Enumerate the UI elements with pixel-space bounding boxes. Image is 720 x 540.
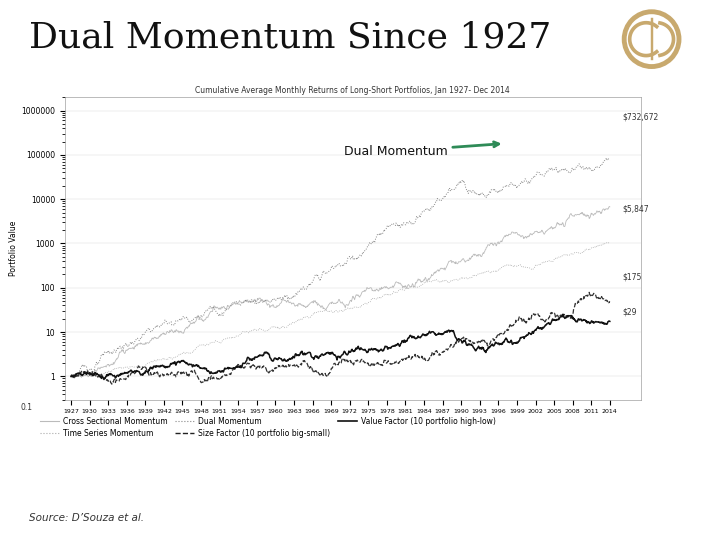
Text: Dual Momentum Since 1927: Dual Momentum Since 1927	[29, 21, 551, 55]
Text: Dual Momentum: Dual Momentum	[343, 142, 499, 158]
Text: 0.1: 0.1	[20, 403, 32, 412]
Text: Source: D’Souza et al.: Source: D’Souza et al.	[29, 514, 144, 523]
Text: $29: $29	[622, 307, 636, 316]
Legend: Cross Sectional Momentum, Time Series Momentum, Dual Momentum, Size Factor (10 p: Cross Sectional Momentum, Time Series Mo…	[40, 417, 495, 438]
Text: $5,847: $5,847	[622, 205, 649, 214]
Y-axis label: Portfolio Value: Portfolio Value	[9, 221, 18, 276]
Text: $175: $175	[622, 273, 642, 281]
Text: $732,672: $732,672	[622, 112, 659, 121]
Title: Cumulative Average Monthly Returns of Long-Short Portfolios, Jan 1927- Dec 2014: Cumulative Average Monthly Returns of Lo…	[195, 86, 510, 95]
